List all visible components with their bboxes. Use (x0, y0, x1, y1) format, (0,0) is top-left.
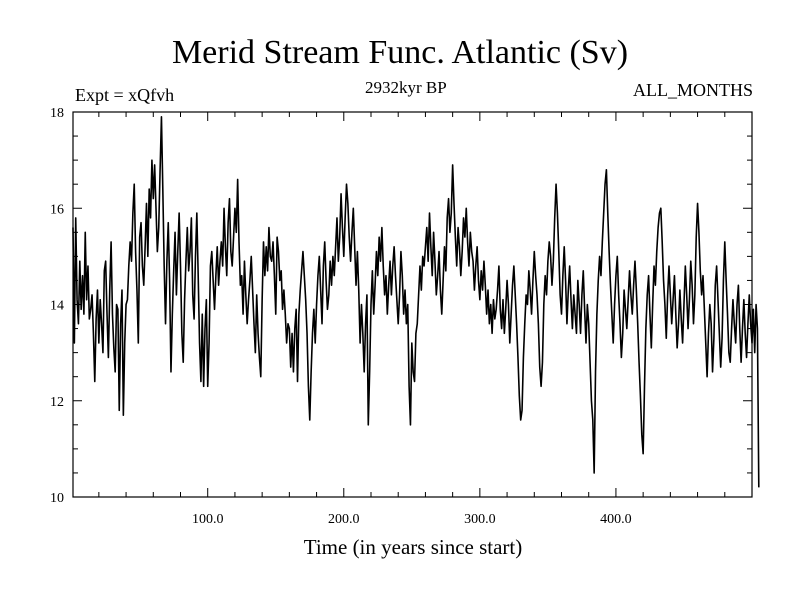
y-tick-label: 10 (50, 491, 64, 506)
x-tick-label: 300.0 (464, 512, 496, 527)
y-tick-label: 14 (50, 299, 64, 314)
x-tick-label: 200.0 (328, 512, 360, 527)
y-tick-label: 16 (50, 202, 64, 217)
y-tick-label: 12 (50, 395, 64, 410)
period-label: ALL_MONTHS (633, 80, 753, 100)
chart-title: Merid Stream Func. Atlantic (Sv) (171, 34, 629, 71)
series-line (72, 116, 760, 488)
y-tick-label: 18 (50, 106, 64, 121)
x-axis-label: Time (in years since start) (303, 535, 523, 559)
plot-frame (72, 111, 753, 498)
axis-tick-labels: 10 12 14 16 18 100.0 200.0 300.0 400.0 (50, 106, 632, 527)
chart-subtitle: 2932kyr BP (365, 78, 447, 97)
experiment-label: Expt = xQfvh (75, 85, 175, 105)
x-tick-label: 100.0 (192, 512, 224, 527)
x-tick-label: 400.0 (600, 512, 632, 527)
